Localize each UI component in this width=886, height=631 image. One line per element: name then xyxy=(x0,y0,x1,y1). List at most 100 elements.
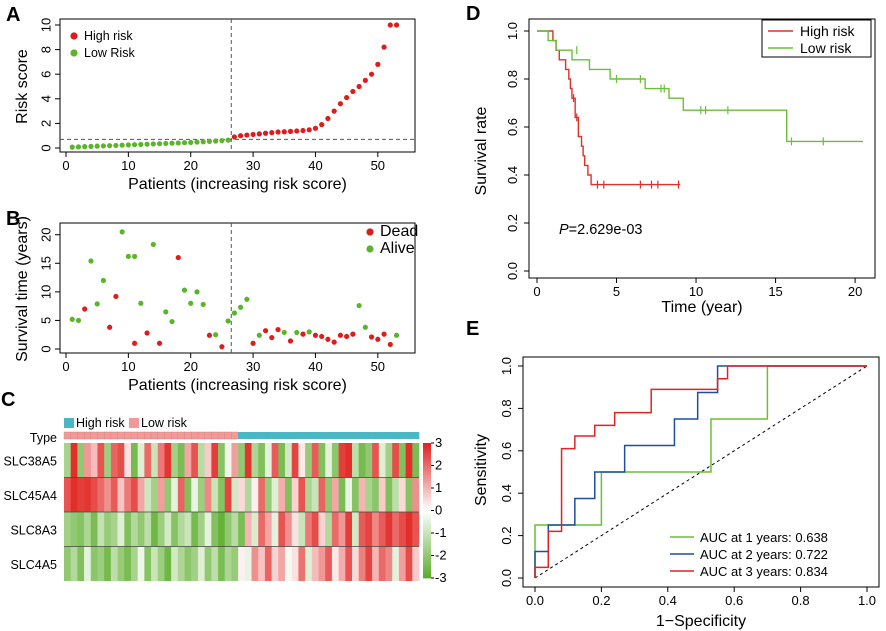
heatmap-cell xyxy=(104,477,112,512)
type-cell xyxy=(124,431,132,440)
color-scale-step xyxy=(423,503,431,507)
heatmap-cell xyxy=(258,512,266,547)
y-tick-label: 4 xyxy=(39,95,54,102)
heatmap-cell xyxy=(84,443,92,478)
heatmap-cell xyxy=(211,477,219,512)
heatmap-cell xyxy=(77,546,85,581)
heatmap-cell xyxy=(385,546,393,581)
type-cell xyxy=(352,432,360,439)
heatmap-cell xyxy=(264,512,272,547)
data-point-high-risk xyxy=(375,61,381,67)
data-point-low-risk xyxy=(75,144,82,150)
heatmap-cell xyxy=(372,443,380,478)
type-cell xyxy=(311,432,319,439)
heatmap-cell xyxy=(204,477,212,512)
data-point-high-risk xyxy=(231,134,237,140)
heatmap-cell xyxy=(171,512,179,547)
data-point-alive xyxy=(356,302,362,309)
heatmap-cell xyxy=(318,477,326,512)
data-point-dead xyxy=(368,334,375,340)
data-point-dead xyxy=(206,332,213,338)
data-point-alive xyxy=(132,253,138,260)
heatmap-cell xyxy=(305,477,313,512)
heatmap-cell xyxy=(171,546,179,581)
heatmap-cell xyxy=(110,546,118,581)
heatmap-cell xyxy=(405,443,413,478)
heatmap-cell xyxy=(318,443,326,478)
heatmap-cell xyxy=(378,546,386,581)
heatmap-cell xyxy=(358,443,366,478)
color-scale-step xyxy=(423,494,431,498)
panel-b: 0 5 10 15 20 0 10 20 30 40 50 Patients (increasing … xyxy=(6,208,418,394)
data-point-low-risk xyxy=(163,140,169,147)
heatmap-cell xyxy=(305,512,313,547)
heatmap-cell xyxy=(291,443,299,478)
type-cell xyxy=(83,431,92,440)
color-scale-step xyxy=(423,490,431,493)
heatmap-cell xyxy=(264,477,272,512)
heatmap-cell xyxy=(144,512,152,547)
heatmap-cell xyxy=(385,443,393,478)
data-point-high-risk xyxy=(256,131,262,137)
heatmap-cell xyxy=(358,546,366,581)
type-cell xyxy=(392,432,400,439)
data-point-dead xyxy=(312,332,319,338)
gene-label: SLC8A3 xyxy=(10,523,57,537)
data-point-dead xyxy=(300,331,306,337)
heatmap-cell xyxy=(365,546,373,581)
x-tick-label: 20 xyxy=(183,359,197,374)
color-scale-step xyxy=(423,544,431,547)
heatmap-cell xyxy=(191,546,199,581)
y-tick-label: 20 xyxy=(39,227,54,241)
data-point-low-risk xyxy=(107,143,113,149)
color-scale-step xyxy=(423,452,431,455)
heatmap-cell xyxy=(264,546,272,581)
heatmap-cell xyxy=(251,546,259,581)
data-point-high-risk xyxy=(350,88,356,95)
color-scale-step xyxy=(423,546,431,550)
heatmap-cell xyxy=(311,512,319,547)
legend-label: Alive xyxy=(380,240,415,257)
heatmap-cell xyxy=(325,443,333,478)
heatmap-cell xyxy=(110,512,118,547)
heatmap-cell xyxy=(278,512,286,547)
heatmap-cell xyxy=(231,477,239,512)
heatmap-cell xyxy=(124,477,132,512)
type-cell xyxy=(285,432,293,439)
color-scale-step xyxy=(423,449,431,453)
heatmap-cell xyxy=(244,443,252,478)
heatmap-cell xyxy=(70,512,78,547)
heatmap-cell xyxy=(298,477,306,512)
data-point-alive xyxy=(225,318,231,324)
color-scale-step xyxy=(423,573,431,577)
heatmap-cell xyxy=(338,443,346,478)
heatmap-cell xyxy=(285,546,293,581)
type-cell xyxy=(197,431,206,440)
type-cell xyxy=(338,432,346,439)
type-cell xyxy=(211,431,219,440)
panel-label: C xyxy=(1,389,15,411)
heatmap-cell xyxy=(378,477,386,512)
x-axis-label: 1−Specificity xyxy=(656,613,746,630)
heatmap-cell xyxy=(137,546,145,581)
scale-label: 1 xyxy=(435,480,442,495)
type-cell xyxy=(305,432,313,439)
heatmap-cell xyxy=(84,512,92,547)
type-cell xyxy=(164,431,172,440)
color-scale-step xyxy=(423,488,431,491)
type-cell xyxy=(278,432,286,439)
data-point-dead xyxy=(132,340,138,346)
heatmap-cell xyxy=(184,477,192,512)
heatmap-cell xyxy=(164,443,172,478)
type-cell xyxy=(412,432,420,439)
color-scale-step xyxy=(423,485,431,489)
heatmap-cell xyxy=(392,477,400,512)
color-scale-step xyxy=(423,526,431,529)
data-point-dead xyxy=(113,293,119,300)
x-tick-label: 15 xyxy=(768,284,782,299)
color-scale-step xyxy=(423,521,431,525)
color-scale-step xyxy=(423,447,431,451)
heatmap-cell xyxy=(184,443,192,478)
data-point-high-risk xyxy=(362,77,368,83)
data-point-dead xyxy=(269,334,275,341)
